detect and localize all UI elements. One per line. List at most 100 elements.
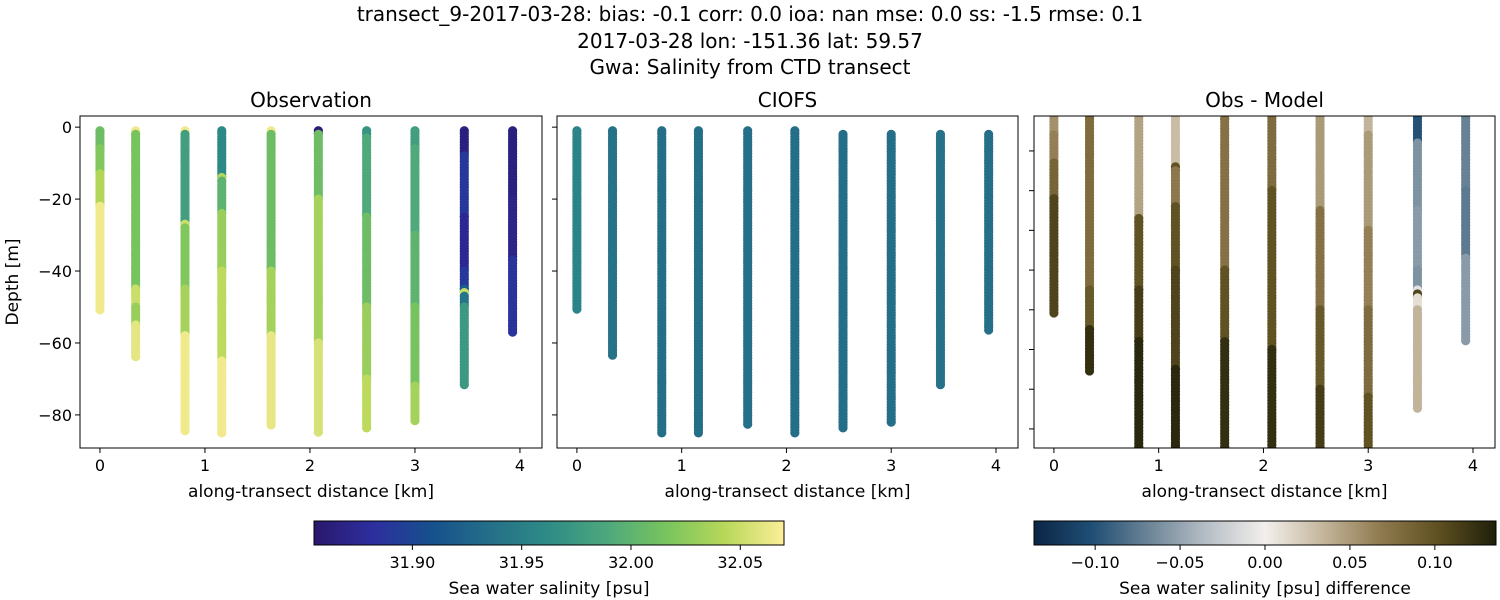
x-tick-label: 2 — [305, 456, 315, 475]
y-axis-label: Depth [m] — [3, 238, 23, 325]
data-point — [313, 427, 323, 437]
data-point — [1315, 455, 1324, 464]
axes-frame — [1033, 115, 1496, 449]
data-point — [1134, 444, 1144, 448]
panel-title: Observation — [250, 88, 372, 112]
station-profile — [886, 129, 896, 427]
colorbar-tick-label: 32.00 — [608, 553, 654, 572]
colorbar-salinity: 31.90 31.95 32.00 32.05 Sea water salinity [… — [313, 520, 785, 599]
data-point — [790, 428, 800, 438]
station-profile — [1220, 116, 1230, 460]
data-point — [95, 305, 105, 315]
colorbar-tick-label: 0.05 — [1332, 553, 1368, 572]
data-point — [1461, 336, 1471, 346]
station-profile — [572, 126, 582, 314]
data-point — [180, 426, 190, 436]
station-profile — [131, 126, 141, 362]
panel-title: CIOFS — [758, 88, 817, 112]
colorbar-tick-label: 31.90 — [389, 553, 435, 572]
colorbar-label: Sea water salinity [psu] — [449, 579, 650, 599]
station-profile — [984, 129, 994, 335]
data-point — [1220, 444, 1230, 448]
x-tick-label: 0 — [1049, 456, 1059, 475]
station-profile — [693, 126, 704, 438]
x-tick-label: 4 — [1468, 456, 1478, 475]
x-tick-label: 3 — [886, 456, 896, 475]
data-point — [1134, 455, 1143, 464]
x-axis-label: along-transect distance [km] — [1142, 482, 1388, 502]
data-point — [1171, 451, 1180, 460]
data-point — [657, 428, 667, 438]
data-point — [1084, 366, 1095, 376]
station-profile — [410, 126, 420, 426]
data-point — [1412, 403, 1423, 413]
station-profile — [180, 126, 190, 436]
data-point — [1173, 447, 1178, 448]
station-profile — [459, 126, 469, 390]
x-tick-label: 1 — [200, 456, 210, 475]
station-profile — [657, 126, 667, 438]
station-profile — [790, 126, 800, 438]
data-point — [1220, 451, 1229, 460]
panel-ciofs: CIOFS 0 1 2 3 4 along-transect distance [km] — [552, 88, 1019, 502]
x-axis-label: along-transect distance [km] — [188, 482, 434, 502]
data-point — [693, 428, 704, 438]
data-point — [1267, 450, 1276, 459]
station-profile — [1084, 116, 1095, 376]
data-point — [1267, 456, 1276, 465]
station-profile — [217, 126, 227, 438]
data-point — [507, 327, 518, 337]
data-point — [1170, 444, 1180, 448]
panel-obs-model: Obs - Model 0 1 2 3 4 along-transect distance … — [1029, 88, 1496, 502]
x-tick-label: 2 — [1258, 456, 1268, 475]
station-profile — [313, 126, 323, 437]
colorbar-tick-label: 0.00 — [1247, 553, 1283, 572]
x-axis-label: along-transect distance [km] — [665, 482, 911, 502]
station-profile — [607, 126, 618, 360]
colorbar-tick-label: 31.95 — [499, 553, 545, 572]
data-point — [743, 419, 753, 429]
station-profile — [1412, 116, 1423, 413]
axes-frame — [79, 115, 543, 449]
data-point — [572, 304, 582, 314]
x-tick-label: 0 — [95, 456, 105, 475]
figure-title-line-3: Gwa: Salinity from CTD transect — [589, 55, 911, 79]
station-profile — [95, 126, 105, 315]
data-point — [1363, 443, 1373, 448]
y-tick-label: −40 — [38, 262, 72, 281]
data-point — [459, 380, 469, 390]
station-profile — [362, 126, 372, 433]
station-profile — [935, 129, 946, 390]
y-tick-label: −60 — [38, 334, 72, 353]
station-profile — [1363, 116, 1373, 448]
x-tick-label: 4 — [991, 456, 1001, 475]
data-point — [886, 417, 896, 427]
station-profile — [1461, 116, 1471, 346]
data-point — [838, 423, 848, 433]
data-point — [1134, 451, 1143, 460]
colorbar-gradient — [313, 520, 785, 546]
y-tick-label: −20 — [38, 190, 72, 209]
x-tick-label: 3 — [1363, 456, 1373, 475]
y-tick-label: 0 — [62, 118, 72, 137]
station-profile — [1049, 116, 1059, 318]
data-point — [607, 350, 618, 360]
station-profile — [1134, 116, 1144, 464]
station-profile — [1170, 116, 1181, 463]
data-point — [1267, 443, 1277, 448]
colorbar-difference: −0.10 −0.05 0.00 0.05 0.10 Sea water salinity… — [1033, 520, 1497, 599]
station-profile — [1315, 116, 1325, 464]
colorbar-tick-label: 0.10 — [1417, 553, 1453, 572]
data-point — [1267, 453, 1276, 462]
station-profile — [266, 126, 276, 430]
colorbar-label: Sea water salinity [psu] difference — [1119, 579, 1411, 599]
data-point — [1315, 444, 1325, 448]
data-point — [1171, 454, 1180, 463]
data-point — [410, 416, 420, 426]
x-tick-label: 4 — [515, 456, 525, 475]
data-point — [984, 325, 994, 335]
scatter-points — [95, 126, 518, 438]
data-point — [131, 352, 141, 362]
data-point — [1315, 448, 1324, 457]
